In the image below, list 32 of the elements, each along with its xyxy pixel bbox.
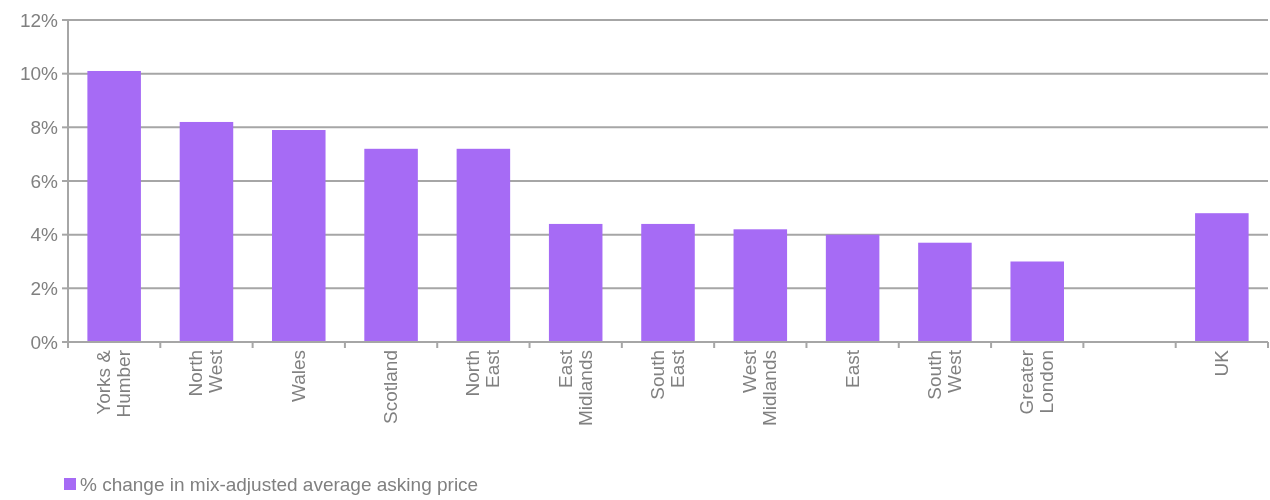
x-tick-label: North West — [185, 349, 227, 397]
x-tick-label: Greater London — [1016, 349, 1058, 415]
bar — [825, 234, 880, 342]
bar — [179, 121, 234, 342]
x-tick-label: South West — [923, 349, 965, 400]
x-tick-label: East — [841, 349, 863, 389]
bar — [456, 148, 511, 342]
bar — [733, 229, 788, 342]
x-tick-label: UK — [1210, 349, 1232, 377]
x-tick-label: East Midlands — [554, 349, 596, 427]
x-tick-label: Scotland — [380, 350, 402, 424]
bar — [1195, 213, 1249, 342]
bar — [1010, 261, 1064, 342]
y-tick-label: 10% — [19, 63, 59, 85]
x-tick-label: Yorks & Humber — [93, 349, 135, 418]
y-tick-label: 8% — [30, 116, 59, 138]
y-tick-label: 6% — [30, 170, 59, 192]
x-tick-label: South East — [647, 349, 688, 400]
x-tick-label: North East — [462, 349, 504, 397]
y-tick-label: 2% — [30, 277, 59, 299]
y-tick-label: 4% — [30, 224, 59, 246]
bar — [918, 242, 972, 342]
x-tick-label: West Midlands — [739, 349, 781, 427]
bar — [272, 130, 326, 342]
bar — [641, 223, 695, 342]
x-tick-label: Wales — [287, 350, 309, 403]
y-tick-label: 12% — [19, 9, 59, 31]
legend-label: % change in mix-adjusted average asking price — [80, 473, 479, 495]
bar — [364, 148, 418, 342]
bar — [548, 223, 603, 342]
y-tick-label: 0% — [30, 331, 59, 353]
bar — [87, 70, 141, 342]
